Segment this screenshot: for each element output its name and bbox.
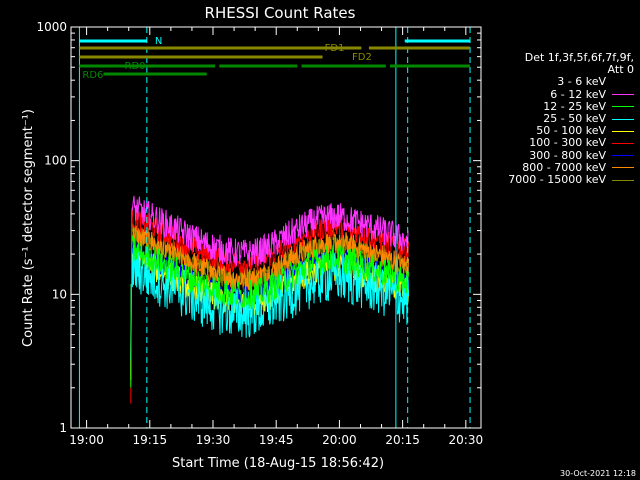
- y-tick-label: 1000: [36, 20, 67, 34]
- legend-swatch: [612, 179, 634, 181]
- timestamp: 30-Oct-2021 12:18: [560, 469, 636, 478]
- legend-item: 100 - 300 keV: [508, 137, 634, 149]
- flag-label-rd6: RD6: [82, 70, 103, 81]
- legend-label: 6 - 12 keV: [550, 87, 606, 101]
- legend: Det 1f,3f,5f,6f,7f,9f, Att 0 3 - 6 keV 6 …: [508, 51, 634, 187]
- x-tick-label: 20:15: [385, 433, 420, 447]
- x-tick-label: 19:45: [259, 433, 294, 447]
- legend-swatch: [612, 82, 634, 83]
- legend-item: 25 - 50 keV: [508, 112, 634, 126]
- legend-header-1: Det 1f,3f,5f,6f,7f,9f,: [524, 51, 634, 64]
- y-tick-label: 1: [59, 421, 67, 435]
- legend-item: 3 - 6 keV: [508, 76, 634, 88]
- flag-label-fd1: FD1: [325, 43, 345, 54]
- x-tick-label: 19:00: [69, 433, 104, 447]
- legend-label: 50 - 100 keV: [536, 124, 606, 138]
- legend-item: 12 - 25 keV: [508, 99, 634, 113]
- legend-item: 50 - 100 keV: [508, 125, 634, 137]
- x-tick-label: 19:30: [196, 433, 231, 447]
- legend-swatch: [612, 94, 634, 96]
- legend-label: 100 - 300 keV: [529, 136, 606, 150]
- x-tick-label: 20:30: [449, 433, 484, 447]
- legend-item: 7000 - 15000 keV: [508, 173, 634, 187]
- legend-swatch: [612, 143, 634, 145]
- legend-swatch: [612, 130, 634, 132]
- series-line-12-25kev: [130, 235, 409, 388]
- legend-label: 800 - 7000 keV: [522, 160, 606, 174]
- legend-swatch: [612, 167, 634, 169]
- x-tick-label: 20:00: [322, 433, 357, 447]
- x-tick-label: 19:15: [133, 433, 168, 447]
- legend-item: 800 - 7000 keV: [508, 160, 634, 174]
- legend-swatch: [612, 155, 634, 157]
- legend-label: 300 - 800 keV: [529, 148, 606, 162]
- flag-label-fd2: FD2: [352, 52, 372, 63]
- flag-label-rd0: RD0: [125, 61, 146, 72]
- legend-item: 300 - 800 keV: [508, 148, 634, 162]
- series-line-3-6kev: [130, 125, 409, 284]
- legend-label: 12 - 25 keV: [543, 99, 606, 113]
- x-axis-label: Start Time (18-Aug-15 18:56:42): [172, 456, 384, 471]
- legend-swatch: [612, 106, 634, 108]
- y-axis-label: Count Rate (s⁻¹ detector segment⁻¹): [21, 109, 36, 347]
- legend-label: 25 - 50 keV: [543, 112, 606, 126]
- legend-header-2: Att 0: [607, 63, 634, 77]
- y-tick-label: 10: [52, 287, 67, 301]
- legend-label: 7000 - 15000 keV: [508, 173, 606, 187]
- y-tick-label: 100: [44, 154, 67, 168]
- legend-label: 3 - 6 keV: [557, 75, 606, 89]
- legend-swatch: [612, 118, 634, 120]
- legend-item: 6 - 12 keV: [508, 87, 634, 101]
- series-line-6-12kev: [130, 195, 409, 367]
- flag-label-n: N: [155, 36, 162, 47]
- chart-title: RHESSI Count Rates: [205, 4, 356, 22]
